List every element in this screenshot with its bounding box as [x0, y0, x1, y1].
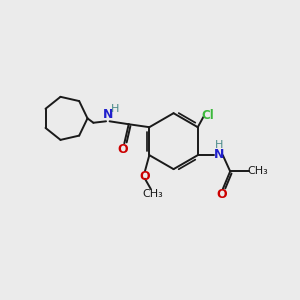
Text: Cl: Cl — [201, 110, 214, 122]
Text: O: O — [118, 143, 128, 156]
Text: N: N — [214, 148, 224, 161]
Text: CH₃: CH₃ — [248, 166, 268, 176]
Text: H: H — [215, 140, 224, 150]
Text: N: N — [103, 108, 113, 121]
Text: CH₃: CH₃ — [142, 189, 163, 199]
Text: O: O — [140, 170, 150, 183]
Text: O: O — [217, 188, 227, 201]
Text: H: H — [111, 104, 120, 114]
